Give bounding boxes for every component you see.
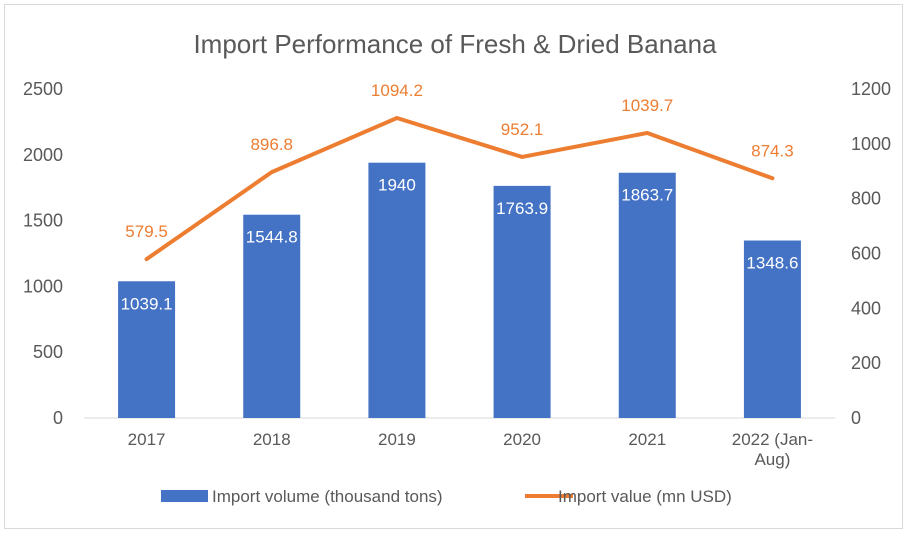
y-left-tick-label: 1500 (23, 211, 63, 231)
bar (243, 214, 301, 418)
line-data-label: 874.3 (751, 141, 794, 160)
line-data-label: 579.5 (125, 222, 168, 241)
chart-title: Import Performance of Fresh & Dried Bana… (193, 29, 717, 59)
y-left-tick-label: 2500 (23, 79, 63, 99)
bar-data-label: 1544.8 (246, 228, 298, 247)
x-tick-label: 2021 (628, 430, 666, 449)
y-axis-right: 0 200 400 600 800 1000 1200 (851, 79, 891, 428)
x-tick-label: 2022 (Jan- (732, 430, 813, 449)
y-left-tick-label: 0 (53, 408, 63, 428)
x-tick-label: Aug) (754, 450, 790, 469)
y-left-tick-label: 1000 (23, 276, 63, 296)
x-tick-label: 2017 (128, 430, 166, 449)
legend: Import volume (thousand tons) Import val… (161, 487, 732, 506)
bar-data-label: 1863.7 (621, 186, 673, 205)
bar-data-label: 1039.1 (121, 294, 173, 313)
x-tick-label: 2019 (378, 430, 416, 449)
y-right-tick-label: 200 (851, 353, 881, 373)
line-data-label: 896.8 (250, 135, 293, 154)
bar-labels: 1039.1 1544.8 1940 1763.9 1863.7 1348.6 (121, 176, 799, 314)
bar-data-label: 1940 (378, 176, 416, 195)
y-right-tick-label: 800 (851, 189, 881, 209)
bar (368, 162, 426, 418)
line-data-label: 1094.2 (371, 81, 423, 100)
x-axis: 2017 2018 2019 2020 2021 2022 (Jan-Aug) (128, 430, 813, 469)
y-right-tick-label: 0 (851, 408, 861, 428)
bar (618, 172, 676, 418)
x-tick-label: 2018 (253, 430, 291, 449)
legend-swatch-volume (161, 490, 208, 502)
y-axis-left: 0 500 1000 1500 2000 2500 (23, 79, 63, 428)
line-data-label: 952.1 (501, 120, 544, 139)
bar-series (118, 162, 801, 418)
y-right-tick-label: 600 (851, 244, 881, 264)
legend-label-value: Import value (mn USD) (558, 487, 732, 506)
bar (118, 281, 176, 418)
line-series (144, 116, 775, 262)
bar-data-label: 1348.6 (746, 254, 798, 273)
line-labels: 579.5 896.8 1094.2 952.1 1039.7 874.3 (125, 81, 793, 241)
chart-frame: Import Performance of Fresh & Dried Bana… (4, 4, 903, 529)
x-tick-label: 2020 (503, 430, 541, 449)
y-left-tick-label: 500 (33, 342, 63, 362)
bar (743, 240, 801, 418)
combo-chart: Import Performance of Fresh & Dried Bana… (23, 29, 891, 506)
y-right-tick-label: 1000 (851, 134, 891, 154)
bar (493, 185, 551, 418)
y-left-tick-label: 2000 (23, 145, 63, 165)
line-path (144, 116, 775, 262)
bar-data-label: 1763.9 (496, 199, 548, 218)
y-right-tick-label: 400 (851, 298, 881, 318)
legend-label-volume: Import volume (thousand tons) (212, 487, 443, 506)
line-data-label: 1039.7 (621, 96, 673, 115)
y-right-tick-label: 1200 (851, 79, 891, 99)
